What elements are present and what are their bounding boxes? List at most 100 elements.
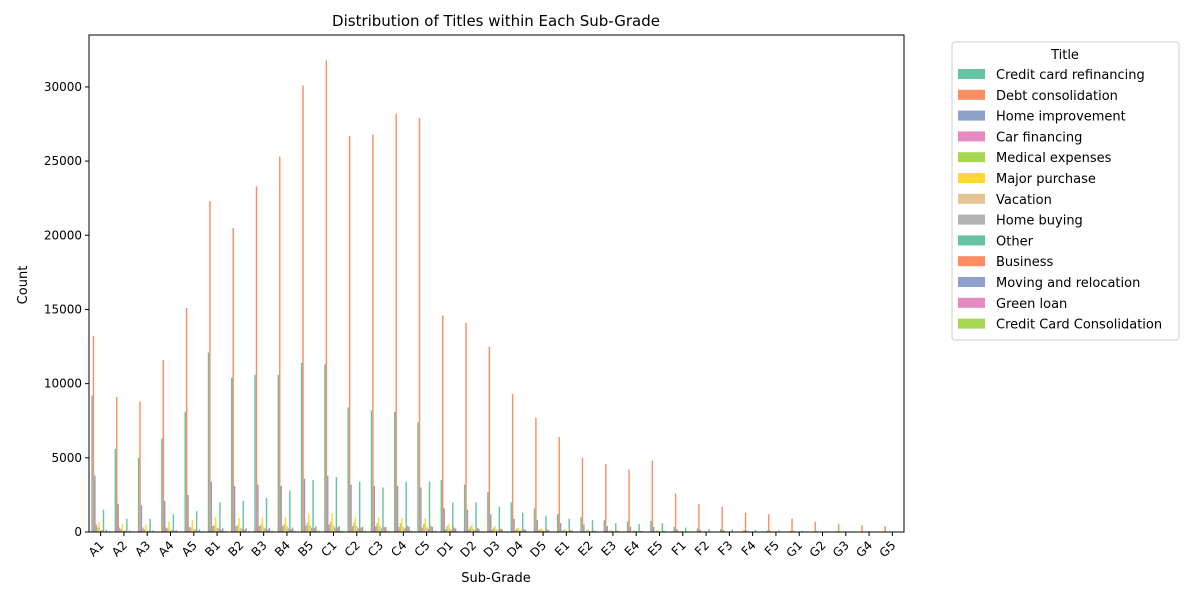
bar (449, 528, 451, 532)
bar (478, 528, 480, 532)
bar (586, 530, 588, 532)
bar (149, 518, 151, 532)
bar (430, 525, 432, 532)
bar (302, 85, 304, 532)
bar (92, 336, 95, 532)
series-10 (105, 526, 899, 532)
bar (468, 529, 470, 532)
bar (609, 530, 611, 532)
bar (680, 530, 683, 532)
bar (837, 523, 840, 532)
x-tick-label: G3 (830, 538, 852, 560)
bar (175, 530, 177, 532)
bar (184, 411, 186, 532)
y-axis-label: Count (16, 266, 31, 305)
bar (684, 527, 687, 532)
bar (425, 526, 428, 532)
bar (495, 529, 498, 532)
legend-swatch (958, 131, 985, 142)
bar (139, 401, 141, 532)
bar (418, 118, 421, 532)
bar (277, 374, 280, 532)
bar (309, 525, 311, 532)
bar (517, 527, 520, 532)
bar (262, 526, 265, 532)
bar (350, 484, 352, 532)
bar (258, 526, 261, 532)
bar (243, 529, 246, 532)
bar (696, 528, 699, 532)
bar (491, 529, 493, 532)
bar (497, 530, 499, 532)
x-tick-label: G4 (853, 538, 875, 560)
bar (471, 524, 473, 532)
legend-title: Title (1050, 48, 1079, 63)
x-tick-label: D1 (434, 538, 456, 560)
bar (511, 394, 514, 532)
bar (423, 523, 425, 532)
bar (372, 134, 374, 532)
bar (238, 517, 240, 532)
bar (375, 526, 377, 532)
bar (568, 518, 570, 532)
bar (360, 527, 362, 532)
bar (498, 506, 501, 532)
bar (305, 525, 307, 532)
y-tick-label: 30000 (44, 80, 82, 94)
bar (116, 396, 118, 532)
bar (565, 530, 568, 532)
bar (376, 523, 378, 532)
bar (209, 201, 211, 532)
legend-swatch (958, 89, 985, 100)
x-tick-label: G2 (807, 538, 829, 560)
bar (538, 530, 540, 532)
y-tick-label: 15000 (44, 302, 82, 316)
bar (358, 481, 361, 532)
bar (500, 528, 502, 532)
bar (402, 526, 405, 532)
bar (248, 530, 250, 532)
bar (324, 364, 326, 532)
bar (722, 530, 725, 532)
bar (213, 525, 215, 532)
bar (286, 526, 288, 532)
bar (591, 520, 594, 532)
bar (453, 527, 455, 532)
bar (222, 528, 224, 532)
bar (91, 395, 93, 532)
bar (143, 529, 146, 532)
bar (469, 526, 472, 532)
legend-label: Major purchase (996, 172, 1096, 187)
bar (516, 528, 518, 532)
bar (447, 523, 450, 532)
bar (306, 522, 309, 532)
series-4 (97, 521, 891, 532)
bar (766, 530, 769, 532)
bar (124, 530, 127, 532)
bar (494, 526, 496, 532)
legend: Title Credit card refinancing Debt consol… (951, 41, 1180, 341)
legend-label: Business (996, 255, 1054, 270)
x-tick-label: F3 (715, 538, 735, 558)
bar (101, 529, 103, 532)
bar (97, 527, 99, 532)
x-tick-label: F2 (692, 538, 712, 558)
bar (162, 359, 165, 532)
bar (310, 527, 313, 532)
legend-label: Home buying (996, 214, 1083, 229)
bar (754, 530, 757, 532)
bar (431, 526, 434, 532)
bar (185, 307, 188, 532)
bar (279, 156, 281, 532)
bar (94, 475, 96, 532)
bar (377, 517, 380, 532)
x-tick-label: F1 (669, 538, 689, 558)
bar (626, 521, 629, 532)
bar (283, 523, 285, 532)
x-tick-label: E5 (645, 538, 666, 559)
bar (191, 520, 194, 532)
bar (337, 527, 339, 532)
legend-label: Credit card refinancing (996, 68, 1145, 83)
bar (417, 422, 419, 532)
bar (558, 437, 560, 532)
